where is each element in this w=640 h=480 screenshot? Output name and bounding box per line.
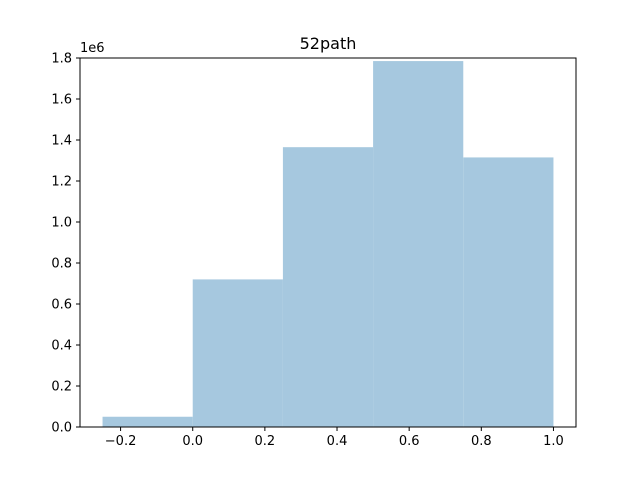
histogram-bar-4	[463, 157, 554, 428]
bars-group	[102, 61, 554, 428]
histogram-bar-2	[282, 147, 374, 428]
x-tick-label: −0.2	[105, 434, 137, 449]
y-tick-label: 1.8	[51, 52, 72, 67]
y-tick-label: 0.4	[51, 339, 72, 354]
y-tick-label: 1.4	[51, 134, 72, 149]
y-offset-label: 1e6	[80, 41, 105, 56]
y-tick-label: 1.6	[51, 93, 72, 108]
y-tick-label: 0.0	[51, 421, 72, 436]
y-axis: 0.0 0.2 0.4 0.6 0.8 1.0 1.2 1.4 1.6 1.8	[51, 52, 80, 436]
x-tick-label: 0.4	[327, 434, 348, 449]
histogram-bar-0	[102, 416, 193, 427]
y-tick-label: 1.0	[51, 216, 72, 231]
y-tick-label: 1.2	[51, 175, 72, 190]
x-tick-label: 0.6	[399, 434, 420, 449]
x-tick-label: 0.8	[471, 434, 492, 449]
histogram-bar-3	[373, 61, 464, 427]
x-tick-label: 0.0	[182, 434, 203, 449]
chart-title: 52path	[300, 34, 357, 53]
x-tick-label: 1.0	[543, 434, 564, 449]
plot-frame	[79, 57, 577, 428]
y-tick-label: 0.2	[51, 380, 72, 395]
y-tick-label: 0.8	[51, 257, 72, 272]
x-tick-label: 0.2	[255, 434, 276, 449]
x-axis: −0.2 0.0 0.2 0.4 0.6 0.8 1.0	[105, 427, 564, 449]
histogram-bar-1	[192, 279, 283, 427]
y-tick-label: 0.6	[51, 298, 72, 313]
